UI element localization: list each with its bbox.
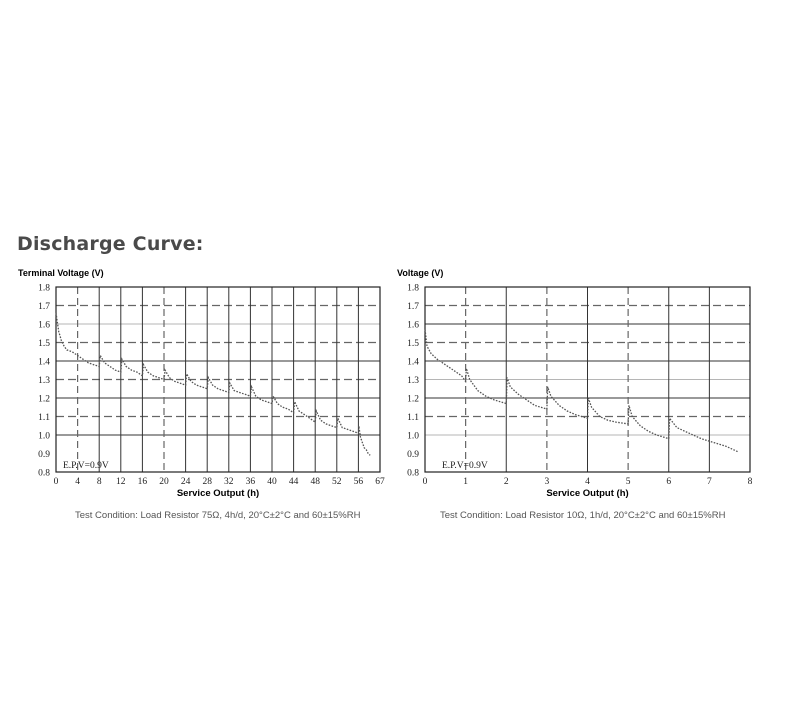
plot-frame	[424, 286, 751, 473]
x-tick-label: 8	[748, 477, 753, 487]
y-tick-label: 1.1	[38, 413, 50, 423]
y-tick-label: 1.5	[407, 339, 419, 349]
x-tick-label: 20	[159, 477, 169, 487]
y-tick-label: 1.7	[38, 302, 50, 312]
x-tick-label: 28	[202, 477, 212, 487]
x-tick-label: 36	[246, 477, 256, 487]
x-tick-label: 16	[138, 477, 148, 487]
x-tick-label: 0	[54, 477, 59, 487]
y-tick-label: 0.8	[38, 469, 50, 479]
epv-annotation: E.P.V=0.9V	[63, 461, 109, 471]
x-tick-label: 12	[116, 477, 126, 487]
discharge-chart-75-ohm: Terminal Voltage (V) 1.8 1.7 1.6 1.5 1.4 1.3 1.…	[18, 265, 408, 525]
y-tick-label: 1.0	[38, 432, 50, 442]
y-tick-label: 1.2	[38, 395, 50, 405]
y-tick-label: 1.5	[38, 339, 50, 349]
y-tick-label: 1.6	[407, 321, 419, 331]
discharge-curve-line	[55, 312, 371, 456]
y-tick-label: 1.2	[407, 395, 419, 405]
x-tick-label: 1	[463, 477, 468, 487]
x-tick-label: 5	[626, 477, 631, 487]
x-tick-label: 4	[75, 477, 80, 487]
y-tick-label: 1.4	[38, 358, 50, 368]
y-tick-label: 1.4	[407, 358, 419, 368]
x-tick-label: 6	[666, 477, 671, 487]
test-condition-caption-left: Test Condition: Load Resistor 75Ω, 4h/d,…	[75, 510, 361, 521]
y-tick-label: 1.3	[407, 376, 419, 386]
x-tick-label: 67	[375, 477, 385, 487]
test-condition-caption-right: Test Condition: Load Resistor 10Ω, 1h/d,…	[440, 510, 726, 521]
x-axis-label: Service Output (h)	[177, 488, 259, 499]
y-axis-label: Voltage (V)	[397, 268, 443, 278]
x-tick-label: 0	[423, 477, 428, 487]
y-axis-label: Terminal Voltage (V)	[18, 268, 104, 278]
y-tick-label: 0.9	[38, 450, 50, 460]
x-tick-label: 32	[224, 477, 234, 487]
x-tick-label: 24	[181, 477, 191, 487]
x-tick-label: 3	[545, 477, 550, 487]
y-tick-label: 1.7	[407, 302, 419, 312]
x-tick-label: 52	[332, 477, 342, 487]
epv-annotation: E.P.V=0.9V	[442, 461, 488, 471]
y-tick-label: 0.9	[407, 450, 419, 460]
x-tick-label: 40	[267, 477, 277, 487]
chart-svg-left: Terminal Voltage (V) 1.8 1.7 1.6 1.5 1.4 1.3 1.…	[18, 268, 385, 499]
discharge-chart-10-ohm: Voltage (V) 1.8 1.7 1.6 1.5 1.4 1.3 1.2 1.1 1.0 0.…	[392, 265, 782, 525]
y-tick-label: 1.1	[407, 413, 419, 423]
x-axis-label: Service Output (h)	[546, 488, 628, 499]
x-tick-label: 7	[707, 477, 712, 487]
y-tick-label: 0.8	[407, 469, 419, 479]
y-tick-label: 1.8	[38, 284, 50, 294]
x-tick-label: 44	[289, 477, 299, 487]
x-tick-label: 8	[97, 477, 102, 487]
plot-frame	[55, 286, 381, 473]
x-tick-label: 4	[585, 477, 590, 487]
y-tick-label: 1.6	[38, 321, 50, 331]
x-tick-label: 2	[504, 477, 509, 487]
section-heading: Discharge Curve:	[17, 233, 204, 255]
y-tick-label: 1.0	[407, 432, 419, 442]
chart-svg-right: Voltage (V) 1.8 1.7 1.6 1.5 1.4 1.3 1.2 1.1 1.0 0.…	[397, 268, 753, 499]
discharge-curve-line	[424, 329, 739, 453]
y-tick-label: 1.3	[38, 376, 50, 386]
y-tick-label: 1.8	[407, 284, 419, 294]
x-tick-label: 48	[310, 477, 320, 487]
x-tick-label: 56	[354, 477, 364, 487]
